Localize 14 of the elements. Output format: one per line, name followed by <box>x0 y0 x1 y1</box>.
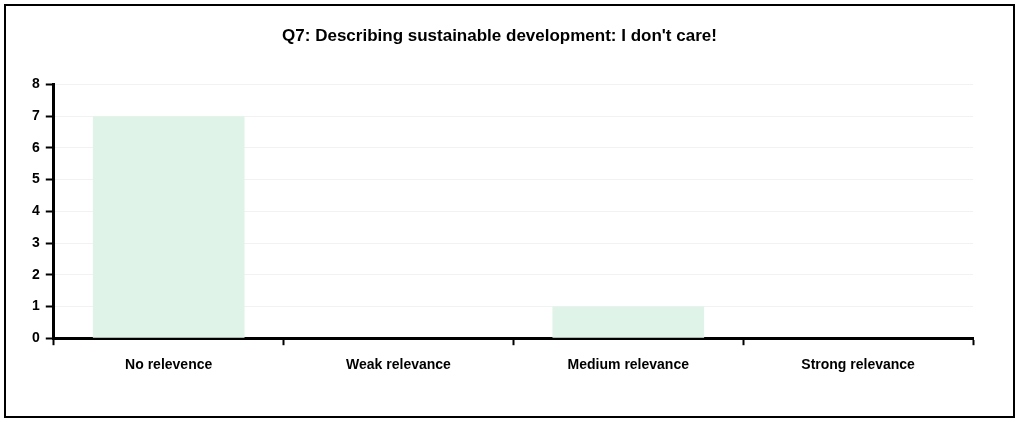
y-tick-label: 4 <box>31 202 40 219</box>
chart-title: Q7: Describing sustainable development: I don't care! <box>282 25 717 45</box>
y-tick-label: 2 <box>31 265 40 282</box>
y-tick-label: 7 <box>31 106 40 123</box>
y-tick-label: 1 <box>31 297 40 314</box>
y-tick-label: 5 <box>31 170 40 187</box>
x-tick-label: No relevence <box>125 356 213 373</box>
y-tick-label: 3 <box>31 233 40 250</box>
y-tick-label: 0 <box>31 329 40 346</box>
y-tick-label: 6 <box>31 138 40 155</box>
x-tick-label: Medium relevance <box>567 356 690 373</box>
y-tick-label: 8 <box>31 75 40 92</box>
x-tick-label: Strong relevance <box>801 356 916 373</box>
x-tick-label: Weak relevance <box>346 356 452 373</box>
